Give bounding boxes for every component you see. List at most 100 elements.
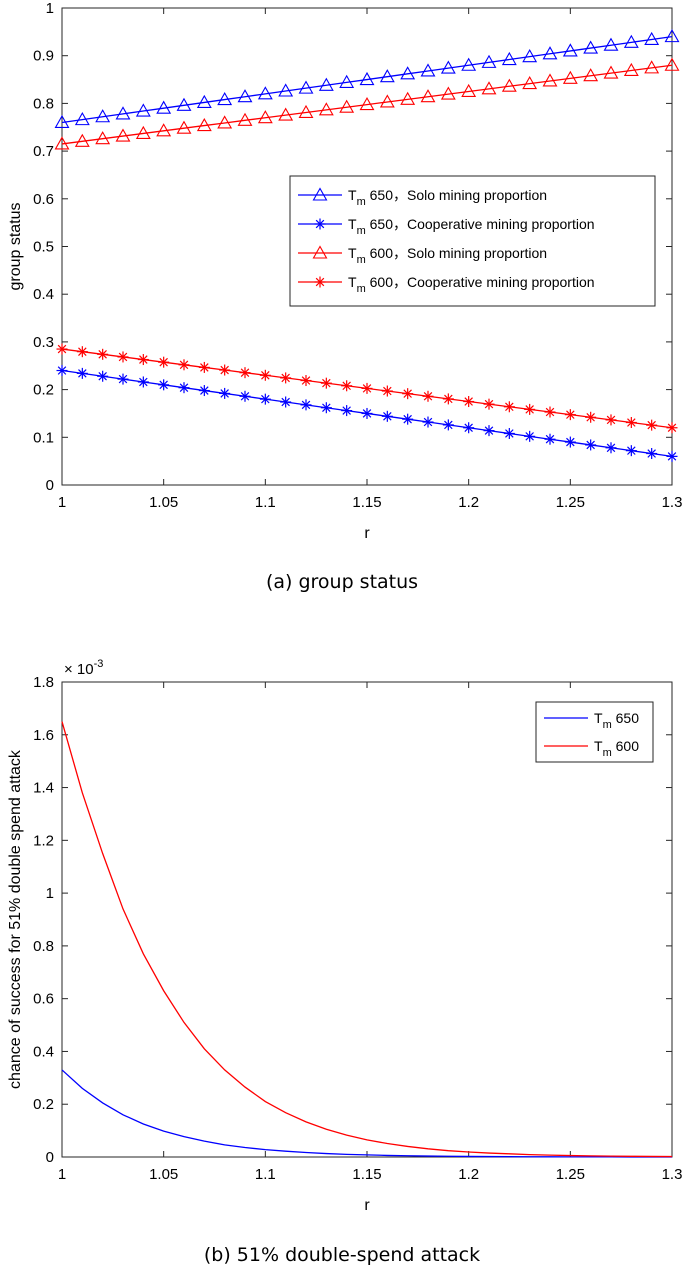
legend-label-main: T — [594, 710, 603, 726]
series-1 — [54, 29, 680, 129]
series-2 — [56, 365, 678, 462]
y-tick-label: 0.6 — [33, 991, 54, 1008]
data-point — [298, 104, 314, 119]
data-point — [625, 445, 637, 457]
star-stroke — [261, 394, 270, 404]
data-point — [76, 367, 88, 379]
data-point — [463, 422, 475, 434]
data-point — [361, 407, 373, 419]
data-point — [278, 83, 294, 97]
data-point — [339, 99, 355, 113]
star-stroke — [261, 371, 270, 380]
data-point — [625, 417, 637, 429]
star-stroke — [57, 366, 67, 375]
star-stroke — [606, 443, 616, 453]
star-stroke — [423, 392, 433, 401]
series-line — [61, 35, 673, 124]
legend-entry: Tm 600 — [544, 738, 639, 759]
star-stroke — [647, 449, 656, 458]
star-stroke — [627, 418, 636, 427]
x-axis-label: r — [364, 525, 370, 542]
data-point — [219, 387, 231, 399]
data-point — [483, 425, 495, 437]
data-point — [178, 382, 190, 394]
legend-marker — [312, 187, 328, 201]
data-point — [544, 406, 556, 418]
star-stroke — [647, 420, 656, 430]
star-stroke — [505, 429, 514, 438]
y-exponent-base: × 10 — [64, 661, 94, 678]
star-stroke — [484, 426, 494, 435]
y-exponent-power: -3 — [94, 658, 104, 670]
star-stroke — [118, 374, 128, 384]
data-point — [379, 69, 395, 83]
legend-label-main: T — [348, 187, 357, 203]
x-tick-label: 1.15 — [352, 494, 381, 511]
series-line — [61, 1069, 672, 1158]
legend-label-sub: m — [603, 747, 612, 759]
data-point — [341, 380, 353, 392]
data-point — [544, 433, 556, 445]
data-point — [562, 70, 578, 84]
legend-label: Tm 600，Solo mining proportion — [348, 245, 547, 266]
star-stroke — [545, 434, 555, 444]
data-point — [562, 43, 578, 57]
y-tick-label: 1 — [46, 885, 54, 902]
legend-label-main: T — [348, 245, 357, 261]
data-point — [280, 372, 292, 384]
y-tick-label: 0.1 — [33, 429, 54, 446]
legend-marker — [314, 276, 326, 288]
legend-entry: Tm 650 — [544, 710, 639, 731]
data-point — [564, 409, 576, 421]
legend-label-main: T — [348, 216, 357, 232]
data-point — [137, 376, 149, 388]
y-tick-label: 0.6 — [33, 191, 54, 208]
data-point — [196, 117, 212, 132]
data-point — [359, 71, 375, 86]
series-line — [61, 721, 673, 1158]
data-point — [605, 414, 617, 426]
data-point — [646, 448, 658, 460]
star-stroke — [159, 357, 168, 367]
y-exponent-label: × 10-3 — [64, 658, 103, 678]
data-point — [483, 398, 495, 410]
data-point — [76, 346, 88, 358]
x-tick-label: 1.25 — [556, 494, 585, 511]
data-point — [339, 74, 355, 88]
legend-entry: Tm 600，Solo mining proportion — [298, 245, 547, 266]
legend-marker — [312, 245, 328, 259]
data-point — [158, 356, 170, 368]
data-point — [522, 49, 538, 63]
data-point — [400, 66, 416, 80]
data-point — [341, 405, 353, 417]
series-3 — [54, 57, 680, 150]
star-stroke — [281, 397, 290, 407]
data-point — [400, 91, 416, 105]
data-point — [259, 369, 271, 381]
data-point — [422, 390, 434, 402]
legend: Tm 650 Tm 600 — [535, 701, 654, 763]
star-stroke — [423, 417, 433, 427]
data-point — [644, 31, 660, 46]
data-point — [501, 51, 517, 66]
data-point — [158, 379, 170, 391]
x-tick-label: 1.2 — [458, 494, 479, 511]
y-tick-label: 1.6 — [33, 727, 54, 744]
data-point — [522, 75, 538, 90]
y-axis-label: chance of success for 51% double spend a… — [7, 749, 24, 1089]
data-point — [115, 106, 131, 120]
data-point — [542, 73, 558, 87]
data-point — [156, 123, 172, 137]
y-tick-label: 0.8 — [33, 95, 54, 112]
star-stroke — [139, 355, 148, 364]
data-point — [463, 396, 475, 408]
series-4 — [56, 343, 678, 434]
data-point — [664, 57, 680, 71]
star-stroke — [281, 373, 290, 383]
star-stroke — [444, 420, 453, 430]
x-tick-label: 1 — [58, 494, 66, 511]
star-stroke — [525, 432, 534, 441]
y-tick-label: 1 — [46, 0, 54, 17]
data-point — [318, 102, 334, 116]
